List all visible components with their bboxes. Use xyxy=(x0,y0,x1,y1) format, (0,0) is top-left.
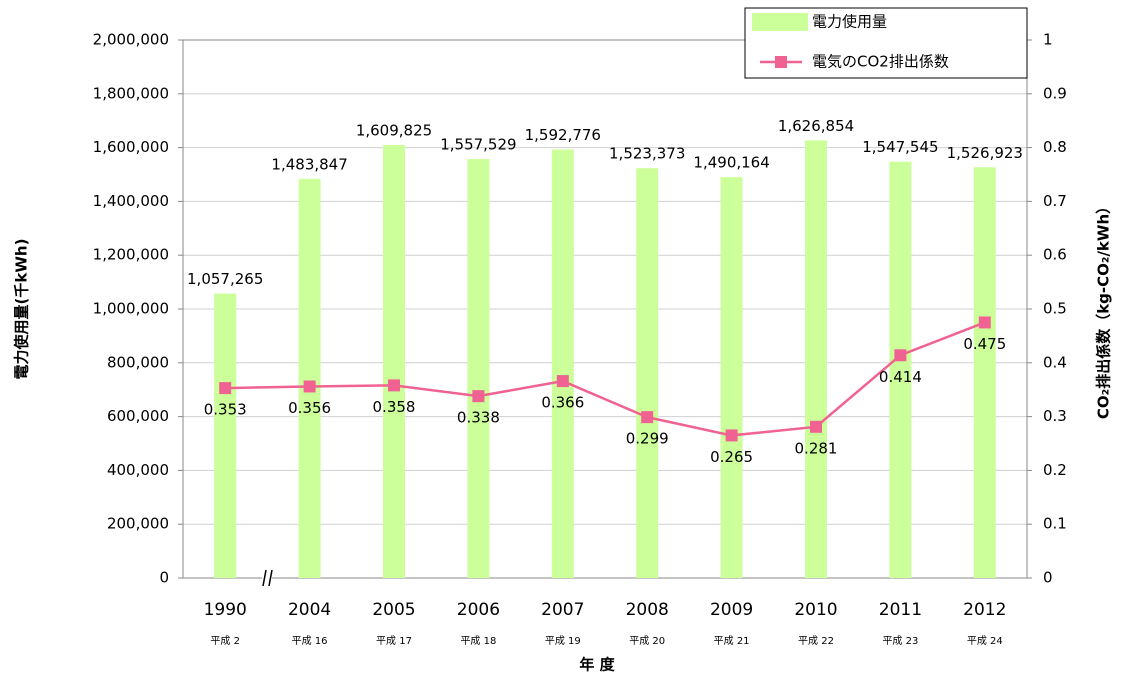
bar xyxy=(805,140,827,578)
bar xyxy=(214,293,237,578)
line-value-label: 0.299 xyxy=(626,430,669,448)
y2-tick-label: 0.4 xyxy=(1043,353,1067,371)
bar xyxy=(889,161,912,578)
y-tick-label: 1,200,000 xyxy=(93,246,169,264)
x-tick-sublabel: 平成 21 xyxy=(714,635,750,647)
bar-value-label: 1,609,825 xyxy=(356,121,432,139)
line xyxy=(225,321,986,437)
bar-value-label: 1,523,373 xyxy=(609,145,685,163)
bar xyxy=(973,167,996,579)
bar-value-label: 1,557,529 xyxy=(440,136,516,154)
x-tick-label: 2004 xyxy=(288,600,331,620)
line-marker xyxy=(388,379,400,392)
line-marker xyxy=(978,316,991,329)
y2-tick-label: 0.7 xyxy=(1043,192,1067,210)
x-tick-sublabel: 平成 2 xyxy=(210,635,240,647)
y-tick-label: 400,000 xyxy=(107,461,169,479)
y2-tick-label: 0.3 xyxy=(1043,407,1067,425)
line-marker xyxy=(810,420,822,433)
line-marker xyxy=(894,349,907,362)
y-tick-label: 1,800,000 xyxy=(93,84,169,102)
axis-break-gap xyxy=(262,568,272,588)
axis-break xyxy=(262,569,273,587)
bar-value-label: 1,592,776 xyxy=(525,126,601,144)
y2-tick-label: 0.8 xyxy=(1043,138,1067,156)
x-tick-label: 2006 xyxy=(457,600,500,620)
y2-tick-label: 0 xyxy=(1043,569,1053,587)
x-tick-sublabel: 平成 16 xyxy=(292,635,328,647)
y-tick-label: 1,600,000 xyxy=(93,138,169,156)
y-tick-label: 800,000 xyxy=(107,353,169,371)
bar-value-label: 1,057,265 xyxy=(187,270,263,288)
x-tick-label: 1990 xyxy=(204,600,247,620)
line-value-label: 0.475 xyxy=(963,335,1006,353)
y2-tick-label: 0.5 xyxy=(1043,300,1067,318)
bar-value-label: 1,483,847 xyxy=(271,155,347,173)
line-marker xyxy=(556,375,569,388)
x-tick-label: 2005 xyxy=(372,600,415,620)
x-tick-sublabel: 平成 20 xyxy=(629,635,665,647)
line-value-label: 0.356 xyxy=(288,399,331,417)
x-tick-label: 2009 xyxy=(710,600,753,620)
line-value-label: 0.265 xyxy=(710,448,753,466)
y-tick-label: 1,400,000 xyxy=(93,192,169,210)
y2-tick-label: 0.9 xyxy=(1043,84,1067,102)
x-tick-sublabel: 平成 19 xyxy=(545,635,581,647)
line-value-label: 0.281 xyxy=(795,439,838,457)
line-value-label: 0.353 xyxy=(204,401,247,419)
bar xyxy=(636,168,659,579)
line-marker xyxy=(641,411,654,424)
line-value-label: 0.338 xyxy=(457,409,500,427)
bar xyxy=(720,177,743,579)
y-tick-label: 200,000 xyxy=(107,515,169,533)
y2-axis-title: CO₂排出係数（kg-CO₂/kWh） xyxy=(1095,199,1113,419)
bar-value-label: 1,626,854 xyxy=(778,117,854,135)
line-marker xyxy=(725,429,738,442)
bar xyxy=(298,178,321,578)
bar xyxy=(467,159,490,578)
line-value-label: 0.414 xyxy=(879,368,922,386)
legend-swatch xyxy=(752,13,808,31)
x-axis-title: 年 度 xyxy=(579,656,615,674)
y-tick-label: 600,000 xyxy=(107,407,169,425)
bar xyxy=(383,144,405,578)
line-value-label: 0.358 xyxy=(373,398,416,416)
bar xyxy=(551,149,574,578)
y-tick-label: 2,000,000 xyxy=(93,31,169,49)
y2-tick-label: 1 xyxy=(1043,31,1053,49)
x-tick-label: 2008 xyxy=(626,600,669,620)
bar-value-label: 1,526,923 xyxy=(947,144,1023,162)
x-tick-sublabel: 平成 24 xyxy=(967,635,1003,647)
x-tick-label: 2011 xyxy=(879,600,922,620)
line-marker xyxy=(219,382,232,395)
y-tick-label: 1,000,000 xyxy=(93,300,169,318)
y-axis-title: 電力使用量(千kWh) xyxy=(13,239,31,380)
x-tick-sublabel: 平成 18 xyxy=(460,635,496,647)
bar-value-label: 1,547,545 xyxy=(862,138,938,156)
legend-swatch-marker xyxy=(775,56,787,68)
y-tick-label: 0 xyxy=(159,569,169,587)
y2-tick-label: 0.1 xyxy=(1043,515,1067,533)
x-tick-label: 2007 xyxy=(541,600,584,620)
legend-label: 電気のCO2排出係数 xyxy=(812,53,949,71)
legend-label: 電力使用量 xyxy=(812,13,887,31)
x-tick-sublabel: 平成 23 xyxy=(882,635,918,647)
line-marker xyxy=(472,390,485,403)
y2-tick-label: 0.6 xyxy=(1043,246,1067,264)
line-value-label: 0.366 xyxy=(541,394,584,412)
plot-frame xyxy=(182,39,1028,579)
x-tick-sublabel: 平成 22 xyxy=(798,635,834,647)
x-tick-sublabel: 平成 17 xyxy=(376,635,412,647)
x-tick-label: 2010 xyxy=(794,600,837,620)
bar-value-label: 1,490,164 xyxy=(693,154,769,172)
x-tick-label: 2012 xyxy=(963,600,1006,620)
line-marker xyxy=(303,380,316,393)
y2-tick-label: 0.2 xyxy=(1043,461,1067,479)
